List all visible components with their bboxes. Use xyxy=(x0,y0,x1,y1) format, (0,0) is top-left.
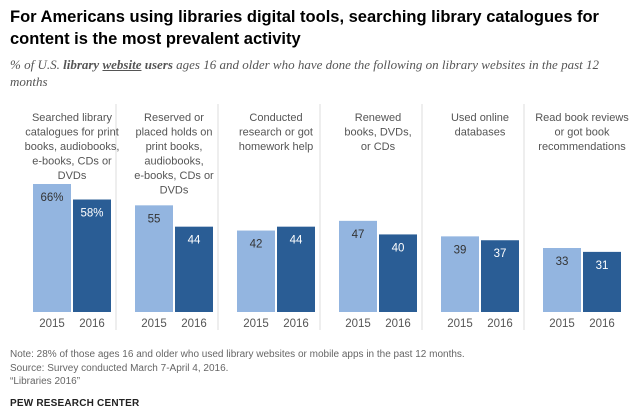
data-label: 44 xyxy=(188,235,201,247)
bar-2015 xyxy=(135,205,173,312)
subtitle-underlined-website: website xyxy=(102,57,142,72)
bar-2016 xyxy=(277,226,315,312)
bar-2015 xyxy=(237,230,275,312)
bar-2015 xyxy=(441,236,479,312)
chart-subtitle: % of U.S. library website users ages 16 … xyxy=(10,56,626,90)
x-tick-label: 2015 xyxy=(447,318,473,330)
data-label: 66% xyxy=(40,192,63,204)
bar-2016 xyxy=(379,234,417,312)
category-label: research or got xyxy=(239,127,313,139)
x-tick-label: 2016 xyxy=(589,318,615,330)
category-label: e-books, CDs or xyxy=(32,156,112,168)
bar-2015 xyxy=(339,220,377,312)
category-label: Renewed xyxy=(355,112,401,124)
x-tick-label: 2015 xyxy=(345,318,371,330)
bar-2016 xyxy=(583,251,621,312)
category-label: recommendations xyxy=(538,141,626,153)
subtitle-post: ages 16 and older who have done the foll… xyxy=(10,57,599,89)
category-label: placed holds on xyxy=(135,127,212,139)
x-tick-label: 2016 xyxy=(283,318,309,330)
x-tick-label: 2016 xyxy=(181,318,207,330)
subtitle-pre: % of U.S. xyxy=(10,57,64,72)
data-label: 31 xyxy=(596,260,609,272)
category-label: databases xyxy=(455,127,506,139)
source-line: Source: Survey conducted March 7-April 4… xyxy=(10,362,229,374)
data-label: 33 xyxy=(556,256,569,268)
bar-2016 xyxy=(73,199,111,312)
data-label: 37 xyxy=(494,248,507,260)
x-tick-label: 2015 xyxy=(243,318,269,330)
category-label: Used online xyxy=(451,112,509,124)
data-label: 44 xyxy=(290,235,303,247)
category-label: or got book xyxy=(554,127,610,139)
category-label: homework help xyxy=(239,141,314,153)
x-tick-label: 2016 xyxy=(79,318,105,330)
category-label: DVDs xyxy=(58,170,87,182)
data-label: 40 xyxy=(392,242,405,254)
bar-2016 xyxy=(175,226,213,312)
subtitle-bold-library: library xyxy=(63,57,100,72)
chart-notes: Note: 28% of those ages 16 and older who… xyxy=(10,348,626,389)
bar-2015 xyxy=(33,184,71,312)
category-label: Reserved or xyxy=(144,112,204,124)
category-label: books, DVDs, xyxy=(344,127,411,139)
x-tick-label: 2015 xyxy=(549,318,575,330)
report-title: “Libraries 2016” xyxy=(10,376,81,387)
x-tick-label: 2016 xyxy=(487,318,513,330)
category-label: Conducted xyxy=(249,112,302,124)
category-label: DVDs xyxy=(160,185,189,197)
x-tick-label: 2015 xyxy=(39,318,65,330)
data-label: 58% xyxy=(80,208,103,220)
category-label: catalogues for print xyxy=(25,127,119,139)
bar-2015 xyxy=(543,248,581,312)
data-label: 47 xyxy=(352,229,365,241)
data-label: 39 xyxy=(454,244,467,256)
bar-chart: Searched library catalogues for print book… xyxy=(25,104,629,330)
category-label: Read book reviews xyxy=(535,112,629,124)
category-label: books, audiobooks, xyxy=(25,141,120,153)
category-label: audiobooks, xyxy=(144,156,203,168)
chart-title: For Americans using libraries digital to… xyxy=(10,8,599,48)
data-label: 42 xyxy=(250,239,263,251)
x-tick-label: 2015 xyxy=(141,318,167,330)
category-label: e-books, CDs or xyxy=(134,170,214,182)
footnote: Note: 28% of those ages 16 and older who… xyxy=(10,349,465,360)
brand-logo-text: PEW RESEARCH CENTER xyxy=(10,398,140,409)
bar-2016 xyxy=(481,240,519,312)
data-label: 55 xyxy=(148,213,161,225)
category-label: print books, xyxy=(146,141,203,153)
subtitle-bold-users: users xyxy=(144,57,173,72)
x-tick-label: 2016 xyxy=(385,318,411,330)
category-label: Searched library xyxy=(32,112,113,124)
category-label: or CDs xyxy=(361,141,396,153)
